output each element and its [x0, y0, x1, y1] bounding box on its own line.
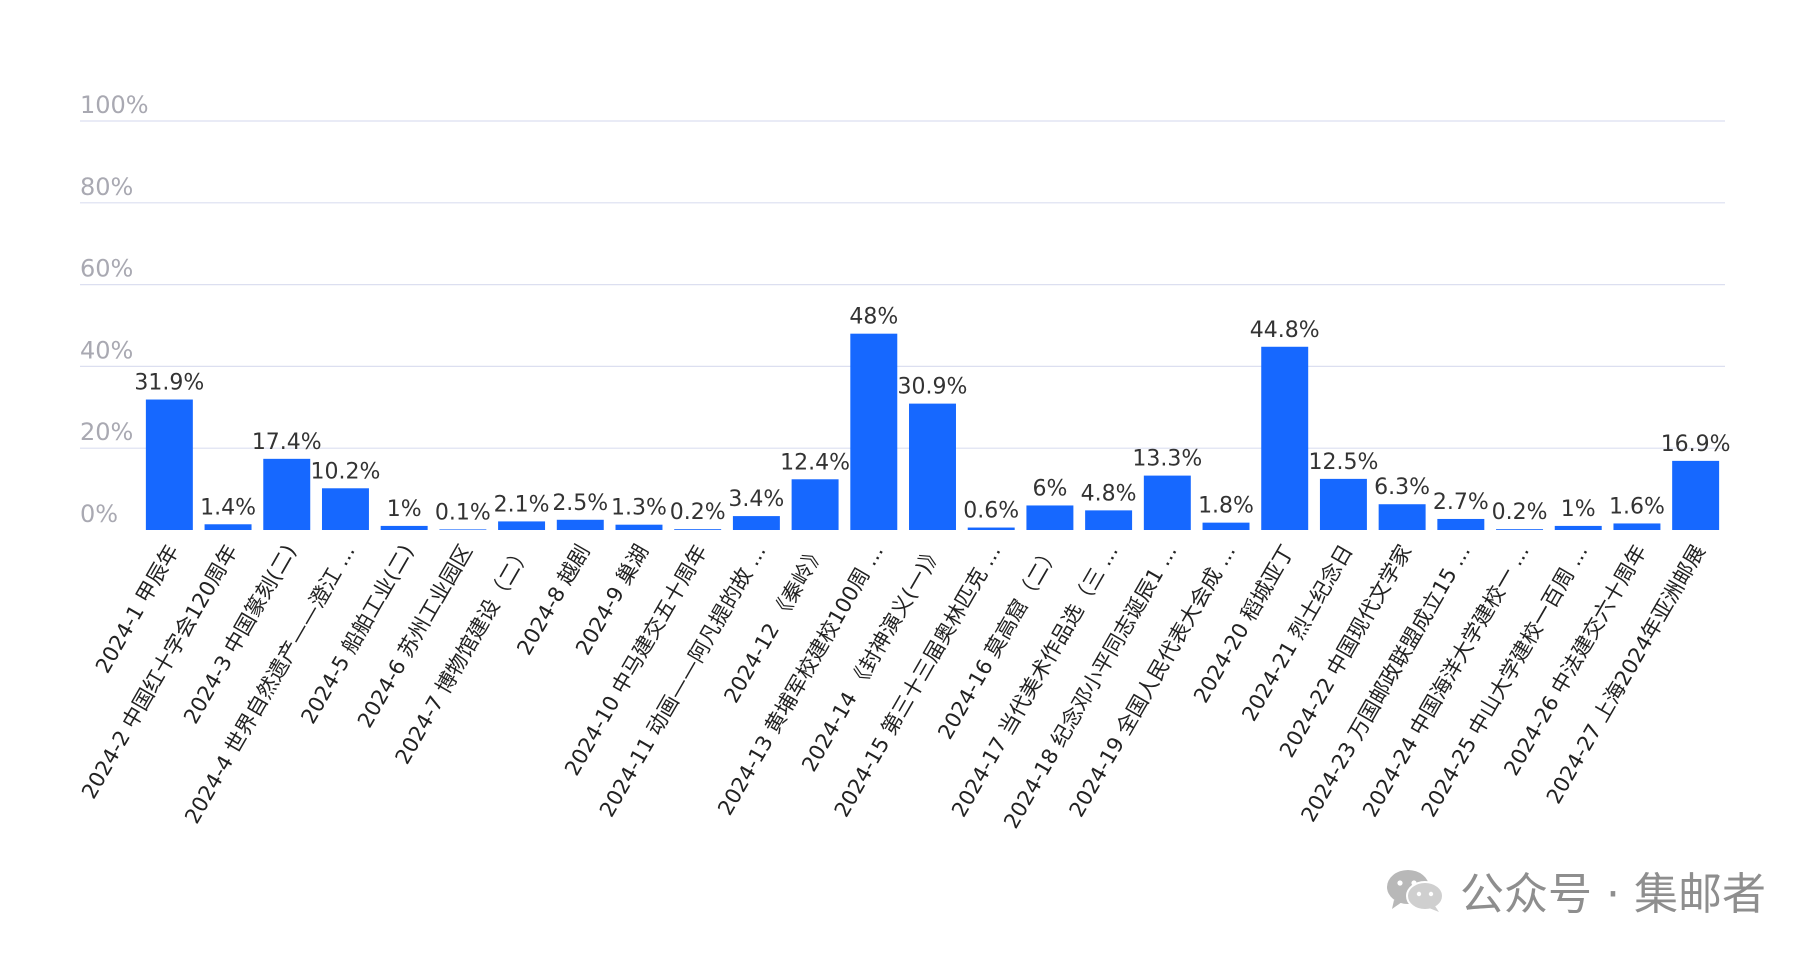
bar-value-label: 1%	[387, 497, 422, 522]
bar	[1613, 523, 1661, 530]
bar	[1378, 504, 1426, 530]
watermark-text: 公众号 · 集邮者	[1460, 869, 1766, 920]
bar-value-label: 1.4%	[200, 495, 256, 520]
y-tick-label: 80%	[80, 173, 133, 201]
bar	[967, 527, 1015, 530]
bar-value-labels: 31.9%1.4%17.4%10.2%1% 0.1% 2.1% 2.5% 1.3% 0.2…	[134, 305, 1730, 526]
bar-value-label: 1.6%	[1609, 494, 1665, 519]
bar	[1085, 510, 1133, 530]
bar	[498, 521, 546, 530]
bar	[1672, 460, 1720, 530]
bar	[380, 525, 428, 530]
bar-value-label: 12.4%	[780, 450, 850, 475]
y-tick-label: 60%	[80, 255, 133, 283]
bar-value-label: 2.5%	[552, 491, 608, 516]
bar	[1319, 478, 1367, 530]
bar-value-label: 2.1%	[494, 492, 550, 517]
bar	[263, 458, 311, 530]
x-tick-label: 2024-3 中国篆刻(二)	[179, 541, 301, 728]
bar	[1026, 505, 1074, 530]
bar-value-label: 0.6%	[963, 499, 1019, 524]
gridlines	[80, 120, 1725, 449]
bar-value-label: 1%	[1561, 497, 1596, 522]
bar	[850, 333, 898, 530]
bar	[1143, 475, 1191, 530]
bar	[439, 529, 487, 530]
bar-value-label: 4.8%	[1081, 481, 1137, 506]
bar	[615, 524, 663, 530]
bar-value-label: 6%	[1032, 476, 1067, 501]
bar-value-label: 2.7%	[1433, 490, 1489, 515]
bar	[321, 488, 369, 530]
x-tick-label: 2024-6 苏州工业园区	[353, 541, 477, 732]
bar	[674, 529, 722, 530]
bar-value-label: 6.3%	[1374, 475, 1430, 500]
bar-value-label: 16.9%	[1661, 432, 1731, 457]
bars	[145, 333, 1720, 530]
y-axis-ticks: 0% 20% 40% 60% 80% 100%	[80, 91, 149, 528]
bar	[732, 516, 780, 530]
bar	[204, 524, 252, 530]
bar	[1496, 529, 1544, 530]
bar-value-label: 10.2%	[311, 459, 381, 484]
y-tick-label: 20%	[80, 418, 133, 446]
bar	[556, 519, 604, 530]
bar	[145, 399, 193, 530]
bar-value-label: 0.1%	[435, 500, 491, 525]
bar	[1261, 346, 1309, 530]
y-tick-label: 40%	[80, 336, 133, 364]
bar	[1554, 525, 1602, 530]
y-tick-label: 100%	[80, 91, 149, 119]
wechat-icon	[1387, 870, 1445, 912]
bar	[1437, 518, 1485, 530]
bar-value-label: 30.9%	[898, 375, 968, 400]
y-tick-label: 0%	[80, 500, 118, 528]
bar-value-label: 0.2%	[670, 500, 726, 525]
bar	[1202, 522, 1250, 530]
x-tick-label: 2024-21 烈士纪念日	[1237, 541, 1357, 726]
bar-value-label: 13.3%	[1132, 447, 1202, 472]
bar-value-label: 44.8%	[1250, 318, 1320, 343]
x-tick-label: 2024-5 船舶工业(二)	[296, 541, 418, 728]
bar-value-label: 3.4%	[728, 487, 784, 512]
bar-value-label: 12.5%	[1308, 450, 1378, 475]
bar	[909, 403, 956, 530]
bar-value-label: 48%	[849, 305, 898, 330]
bar-value-label: 0.2%	[1492, 500, 1548, 525]
bar-value-label: 1.3%	[611, 496, 667, 521]
bar-value-label: 1.8%	[1198, 494, 1254, 519]
bar	[791, 479, 839, 530]
bar-value-label: 31.9%	[134, 371, 204, 396]
bar-value-label: 17.4%	[252, 430, 322, 455]
watermark: 公众号 · 集邮者	[1384, 858, 1766, 922]
